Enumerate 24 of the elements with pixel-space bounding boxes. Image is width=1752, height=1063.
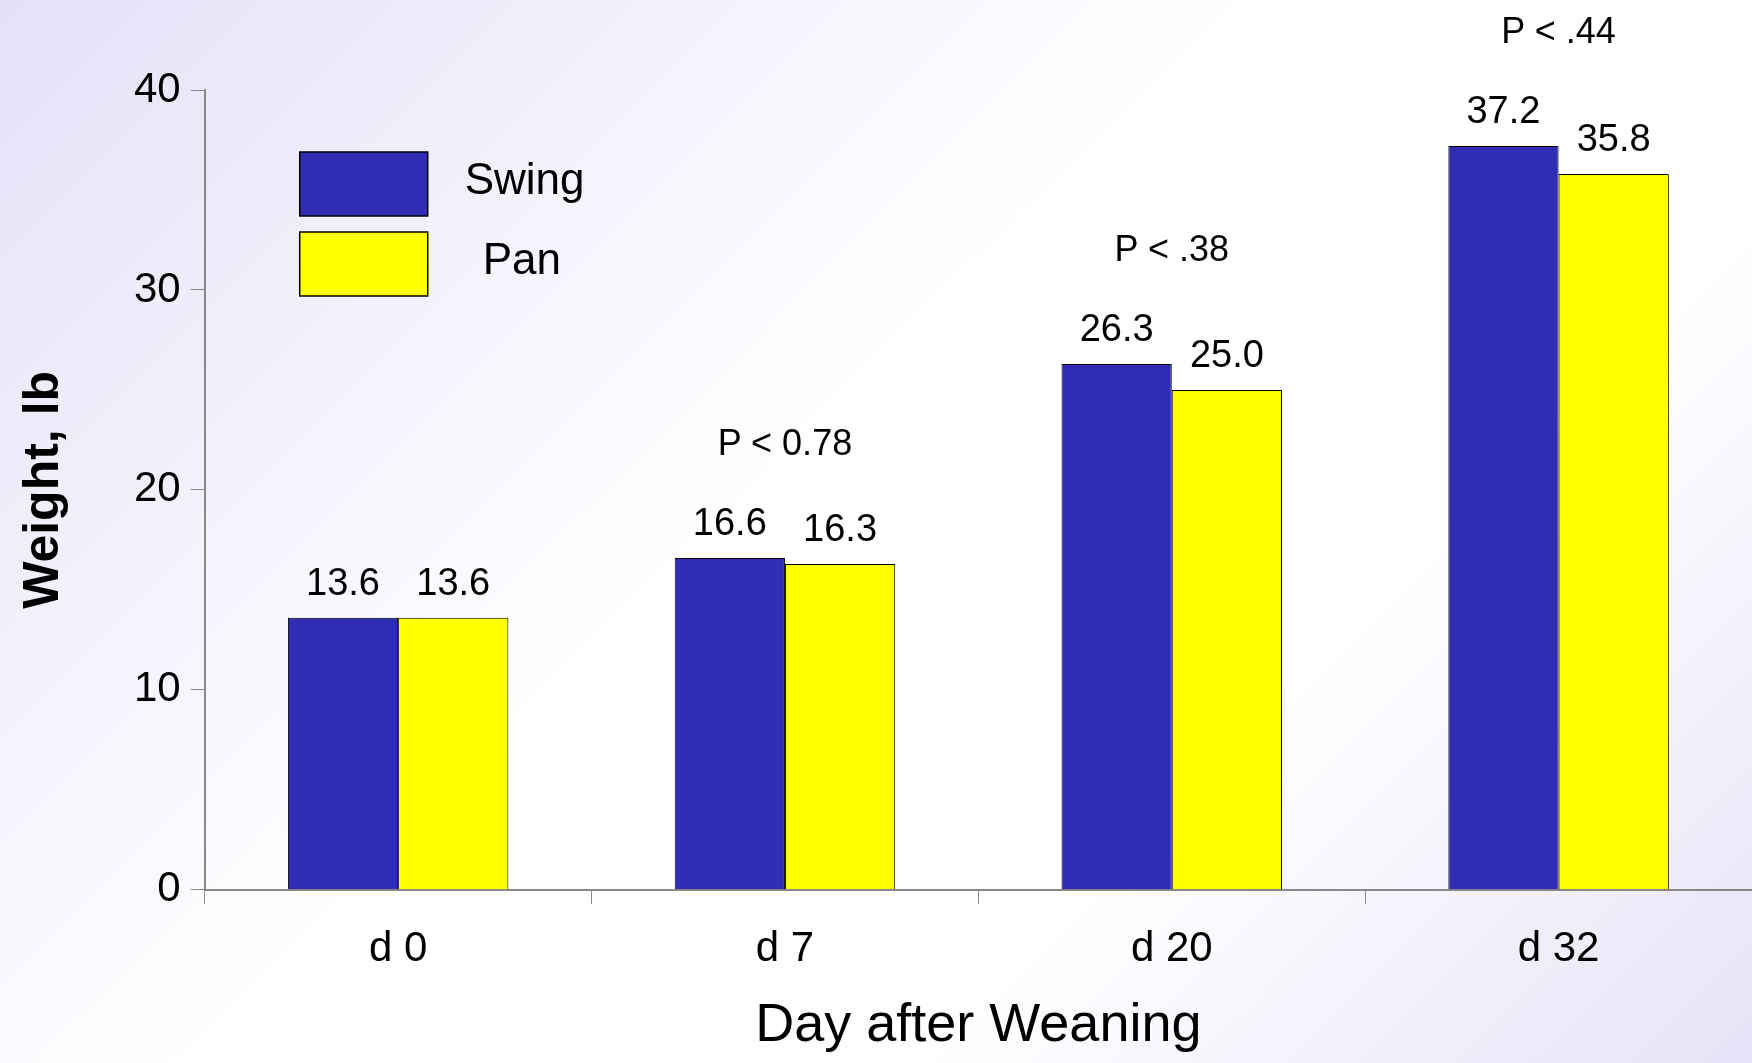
y-tick-label: 30 xyxy=(134,263,181,311)
x-tick-label: d 32 xyxy=(1517,922,1600,970)
data-label: 26.3 xyxy=(1079,307,1154,350)
legend-label: Pan xyxy=(482,234,562,284)
data-label: 16.6 xyxy=(692,501,767,544)
data-label: 16.3 xyxy=(803,507,878,550)
data-label: 37.2 xyxy=(1466,89,1541,132)
y-axis-title: Weight, lb xyxy=(12,370,69,609)
legend-label: Swing xyxy=(464,154,585,204)
y-tick-label: 0 xyxy=(157,863,181,911)
text: P < .44 xyxy=(1501,9,1616,51)
x-tick-label: d 0 xyxy=(368,922,428,970)
data-label: 13.6 xyxy=(416,561,491,604)
data-label: 25.0 xyxy=(1189,333,1264,376)
annotation: P < 0.78 xyxy=(717,421,853,463)
data-label: 35.8 xyxy=(1576,117,1651,160)
annotation: P < .38 xyxy=(1114,227,1229,269)
y-tick-label: 40 xyxy=(134,63,181,111)
data-label: 13.6 xyxy=(306,561,380,604)
x-tick-label: d 7 xyxy=(755,922,815,970)
x-tick-label: d 20 xyxy=(1130,922,1213,970)
x-axis-title: Day after Weaning xyxy=(755,992,1202,1053)
y-tick-label: 10 xyxy=(134,663,181,711)
y-tick-label: 20 xyxy=(134,463,181,511)
